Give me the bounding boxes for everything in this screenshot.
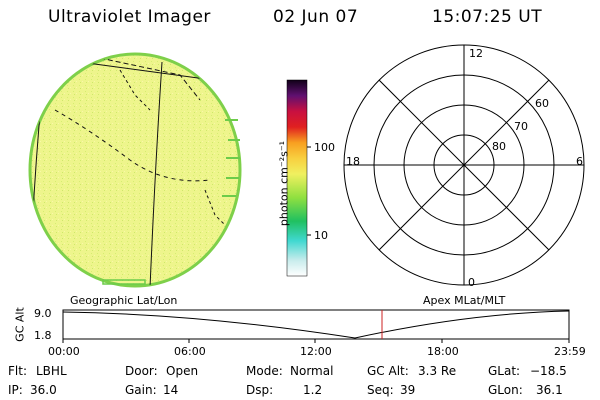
mlt-label-0: 0 xyxy=(468,276,475,289)
uv-image xyxy=(28,52,242,288)
seq-value: 39 xyxy=(400,383,416,397)
time-label: 15:07:25 UT xyxy=(432,7,543,27)
xtick-0600: 06:00 xyxy=(174,345,206,358)
mode-value: Normal xyxy=(290,364,334,378)
altitude-plot xyxy=(62,309,570,343)
xtick-1800: 18:00 xyxy=(427,345,459,358)
gcalt-label: GC Alt: xyxy=(367,364,409,378)
door-label: Door: xyxy=(125,364,158,378)
xtick-1200: 12:00 xyxy=(300,345,332,358)
alt-plot-ylabel: GC Alt xyxy=(13,307,27,342)
color-bar xyxy=(286,79,311,277)
app-title: Ultraviolet Imager xyxy=(48,7,211,27)
earth-disk xyxy=(28,52,242,288)
ip-label: IP: xyxy=(8,383,23,397)
flt-value: LBHL xyxy=(36,364,67,378)
apex-label: Apex MLat/MLT xyxy=(423,294,506,307)
glat-value: −18.5 xyxy=(530,364,567,378)
colorbar-label: photon cm⁻²s⁻¹ xyxy=(277,140,291,227)
gcalt-value: 3.3 Re xyxy=(418,364,457,378)
colorbar-tick-100: 100 xyxy=(314,141,335,154)
lat-label-80: 80 xyxy=(492,140,506,153)
gain-label: Gain: xyxy=(125,383,157,397)
polar-plot xyxy=(343,44,585,286)
seq-label: Seq: xyxy=(367,383,394,397)
door-value: Open xyxy=(166,364,199,378)
alt-ytick-9: 9.0 xyxy=(34,307,52,320)
dsp-value: 1.2 xyxy=(303,383,323,397)
geographic-label: Geographic Lat/Lon xyxy=(70,294,178,307)
mlt-label-12: 12 xyxy=(469,47,483,60)
mode-label: Mode: xyxy=(246,364,283,378)
colorbar-tick-10: 10 xyxy=(314,229,328,242)
ip-value: 36.0 xyxy=(30,383,57,397)
mlt-label-18: 18 xyxy=(346,155,360,168)
date-label: 02 Jun 07 xyxy=(273,7,359,27)
dsp-label: Dsp: xyxy=(246,383,274,397)
xtick-0000: 00:00 xyxy=(48,345,80,358)
alt-ytick-1.8: 1.8 xyxy=(34,329,52,342)
lat-label-60: 60 xyxy=(535,97,549,110)
glon-label: GLon: xyxy=(488,383,523,397)
meridian-line xyxy=(149,61,163,286)
xtick-2359: 23:59 xyxy=(554,345,586,358)
flt-label: Flt: xyxy=(8,364,27,378)
mlt-label-6: 6 xyxy=(576,155,583,168)
gain-value: 14 xyxy=(163,383,179,397)
glat-label: GLat: xyxy=(488,364,521,378)
glon-value: 36.1 xyxy=(536,383,563,397)
lat-label-70: 70 xyxy=(514,120,528,133)
